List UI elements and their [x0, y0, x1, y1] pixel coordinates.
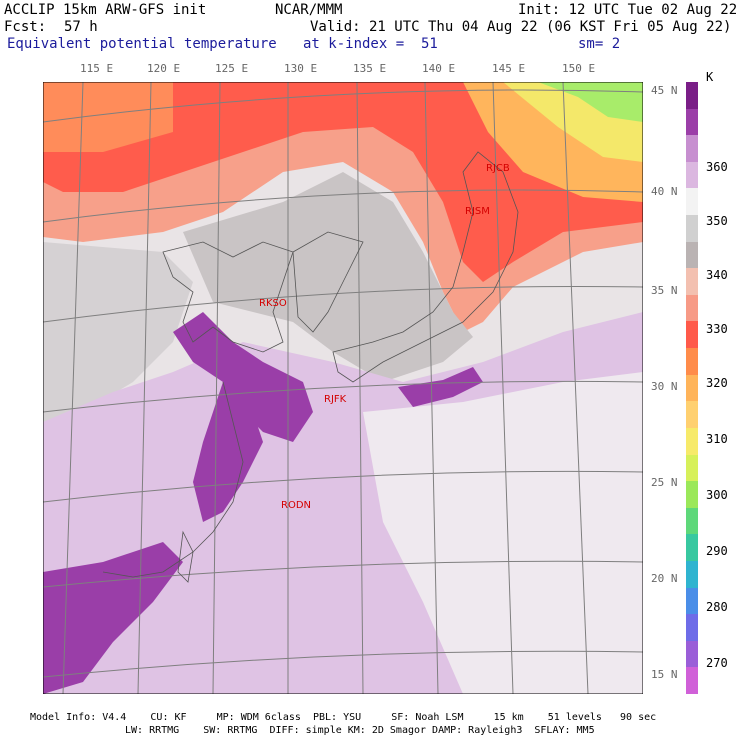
- forecast-hours: 57 h: [64, 19, 98, 35]
- theta-e-shading-350: [183, 172, 473, 382]
- colorbar-segment: [686, 454, 698, 482]
- theta-e-shading-365-yellow-sea: [173, 312, 313, 442]
- lat-label-15: 15 N: [651, 668, 678, 681]
- station-rodn: RODN: [281, 500, 311, 511]
- lon-label-145: 145 E: [492, 62, 526, 75]
- lon-label-140: 140 E: [422, 62, 456, 75]
- colorbar-segment: [686, 241, 698, 269]
- lon-label-135: 135 E: [353, 62, 387, 75]
- colorbar-label-290: 290: [706, 544, 728, 558]
- colorbar-segment: [686, 215, 698, 243]
- colorbar-segment: [686, 587, 698, 615]
- footer-model-info: Model Info: V4.4 CU: KF MP: WDM 6class P…: [30, 712, 657, 723]
- colorbar-segment: [686, 640, 698, 668]
- colorbar-segment: [686, 667, 698, 695]
- colorbar-segment: [686, 427, 698, 455]
- colorbar-unit: K: [706, 70, 714, 84]
- colorbar-segment: [686, 507, 698, 535]
- station-rjfk: RJFK: [324, 394, 347, 405]
- colorbar-segment: [686, 481, 698, 509]
- coastlines: [102, 151, 519, 583]
- model-title: ACCLIP 15km ARW-GFS init: [4, 2, 207, 18]
- lon-label-130: 130 E: [284, 62, 318, 75]
- colorbar-label-360: 360: [706, 160, 728, 174]
- footer-physics-info: LW: RRTMG SW: RRTMG DIFF: simple KM: 2D …: [125, 725, 595, 736]
- colorbar-segment: [686, 534, 698, 562]
- colorbar-segment: [686, 401, 698, 429]
- lat-label-35: 35 N: [651, 284, 678, 297]
- colorbar-label-300: 300: [706, 488, 728, 502]
- level-index: at k-index = 51: [303, 36, 438, 52]
- colorbar-segment: [686, 161, 698, 189]
- lon-label-115: 115 E: [80, 62, 114, 75]
- colorbar-segment: [686, 108, 698, 136]
- lat-label-30: 30 N: [651, 380, 678, 393]
- organization: NCAR/MMM: [275, 2, 343, 18]
- lon-label-150: 150 E: [562, 62, 596, 75]
- theta-e-map: RJCB RJSM RKSO RJFK RODN: [43, 82, 643, 694]
- station-rjcb: RJCB: [486, 163, 510, 174]
- colorbar-segment: [686, 188, 698, 216]
- station-rkso: RKSO: [259, 298, 287, 309]
- colorbar-label-280: 280: [706, 600, 728, 614]
- lon-label-125: 125 E: [215, 62, 249, 75]
- colorbar: [686, 82, 698, 695]
- lat-label-20: 20 N: [651, 572, 678, 585]
- colorbar-segment: [686, 82, 698, 110]
- colorbar-segment: [686, 268, 698, 296]
- colorbar-segment: [686, 294, 698, 322]
- colorbar-segment: [686, 374, 698, 402]
- colorbar-segment: [686, 614, 698, 642]
- theta-e-shading-300: [538, 82, 643, 122]
- lat-label-40: 40 N: [651, 185, 678, 198]
- smoothing: sm= 2: [578, 36, 621, 52]
- theta-e-shading-365-east-china: [193, 382, 263, 522]
- colorbar-label-330: 330: [706, 322, 728, 336]
- theta-e-shading-365-south-china: [43, 542, 183, 694]
- lat-lon-grid: [43, 82, 643, 694]
- lat-label-45: 45 N: [651, 84, 678, 97]
- colorbar-label-350: 350: [706, 214, 728, 228]
- colorbar-segment: [686, 348, 698, 376]
- valid-time: Valid: 21 UTC Thu 04 Aug 22 (06 KST Fri …: [310, 19, 732, 35]
- colorbar-label-340: 340: [706, 268, 728, 282]
- lon-label-120: 120 E: [147, 62, 181, 75]
- colorbar-segment: [686, 560, 698, 589]
- lat-label-25: 25 N: [651, 476, 678, 489]
- theta-e-shading-320-west: [43, 82, 173, 152]
- colorbar-label-310: 310: [706, 432, 728, 446]
- colorbar-label-270: 270: [706, 656, 728, 670]
- colorbar-label-320: 320: [706, 376, 728, 390]
- forecast-label: Fcst:: [4, 19, 47, 35]
- colorbar-segment: [686, 135, 698, 163]
- colorbar-segment: [686, 321, 698, 349]
- theta-e-shading-365-pacific: [398, 367, 483, 407]
- field-name: Equivalent potential temperature: [7, 36, 277, 52]
- init-time: Init: 12 UTC Tue 02 Aug 22: [518, 2, 738, 18]
- theta-e-shading-355: [43, 242, 193, 422]
- station-rjsm: RJSM: [465, 206, 490, 217]
